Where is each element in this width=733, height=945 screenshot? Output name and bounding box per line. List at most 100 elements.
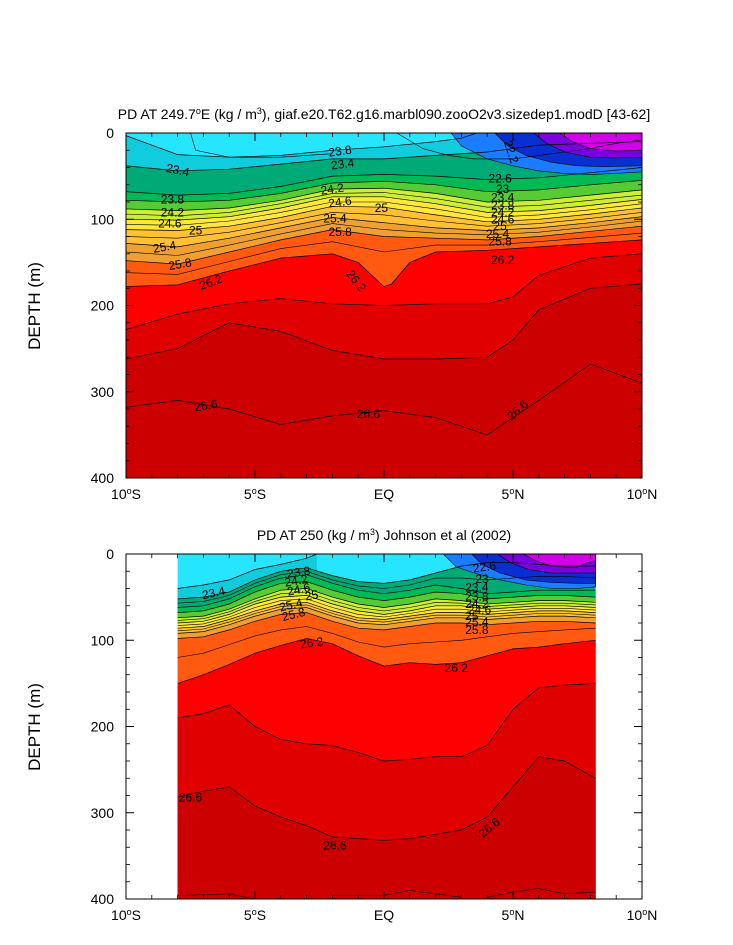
contour-label: 23.4 xyxy=(201,584,227,603)
contour-fill-band xyxy=(126,283,642,478)
contour-label: 25 xyxy=(493,219,507,233)
contour-label: 23.8 xyxy=(327,143,352,160)
y-tick-label: 0 xyxy=(106,125,114,141)
contour-fill-surface-layer xyxy=(523,554,596,569)
title-superscript: 3 xyxy=(370,527,375,537)
contour-line xyxy=(177,601,596,629)
top-y-axis-label: DEPTH (m) xyxy=(25,262,44,350)
contour-line xyxy=(487,888,596,898)
contour-line xyxy=(177,604,596,632)
contour-line xyxy=(177,570,596,604)
contour-line xyxy=(332,890,462,898)
top-axes: 10oS 5oS EQ 5oN 10oN 0 100 200 300 400 xyxy=(91,125,658,502)
contour-line xyxy=(177,595,596,624)
contour-line xyxy=(126,192,642,217)
x-tick-label: 5oN xyxy=(502,907,525,923)
contour-label: 24.2 xyxy=(465,597,489,611)
x-tick-label: 10oS xyxy=(111,907,141,923)
contour-line xyxy=(126,216,642,248)
contour-label: 23 xyxy=(496,182,510,196)
y-tick-label: 200 xyxy=(91,298,115,314)
contour-label: 25 xyxy=(189,223,203,237)
contour-label: 24.6 xyxy=(158,217,182,231)
contour-line xyxy=(177,607,596,634)
contour-line xyxy=(177,683,596,762)
contour-label: 26.6 xyxy=(323,839,347,853)
contour-label: 26.6 xyxy=(179,790,203,804)
bottom-panel-title: PD AT 250 (kg / m3) Johnson et al (2002) xyxy=(257,527,511,543)
contour-label: 22.6 xyxy=(488,172,512,186)
contour-label: 26.2 xyxy=(445,661,469,675)
top-plot-area xyxy=(126,133,642,478)
contour-label: 25.8 xyxy=(465,623,489,637)
y-tick-label: 200 xyxy=(91,719,115,735)
y-tick-label: 100 xyxy=(91,211,115,227)
contour-label: 24.2 xyxy=(161,205,185,219)
contour-line xyxy=(177,581,596,613)
bottom-contour-panel: PD AT 250 (kg / m3) Johnson et al (2002)… xyxy=(25,527,657,923)
contour-line xyxy=(177,562,596,600)
contour-label: 23.8 xyxy=(161,192,185,206)
x-tick-label: 5oN xyxy=(502,486,525,502)
contour-line xyxy=(126,141,642,172)
contour-line xyxy=(396,133,642,160)
title-text-part: E (kg / m xyxy=(201,106,257,122)
bottom-axes: 10oS 5oS EQ 5oN 10oN 0 100 200 300 400 xyxy=(91,546,658,923)
x-tick-label: 10oN xyxy=(627,907,658,923)
contour-label: 25.8 xyxy=(328,225,352,239)
contour-line xyxy=(126,232,642,275)
x-tick-label: 5oS xyxy=(244,486,266,502)
contour-label: 22.6 xyxy=(472,558,497,575)
contour-label: 25.4 xyxy=(486,227,510,241)
title-text-part: PD AT 250 (kg / m xyxy=(257,527,370,543)
contour-line xyxy=(126,239,642,287)
contour-label: 22.2 xyxy=(501,138,522,165)
contour-label: 25.8 xyxy=(488,235,512,249)
title-text-part: ), giaf.e20.T62.g16.marbl090.zooO2v3.siz… xyxy=(262,106,650,122)
contour-label: 23.4 xyxy=(165,161,191,180)
contour-line xyxy=(177,612,596,639)
contour-label: 23.4 xyxy=(330,155,355,172)
contour-label: 25.4 xyxy=(323,211,347,225)
y-tick-label: 300 xyxy=(91,384,115,400)
contour-line xyxy=(126,187,642,211)
contour-line xyxy=(126,363,642,436)
contour-label: 25.8 xyxy=(167,255,193,273)
contour-line xyxy=(177,626,596,658)
contour-line xyxy=(177,756,596,841)
contour-label: 24.2 xyxy=(320,181,345,198)
contour-line xyxy=(126,253,642,330)
contour-line xyxy=(126,225,642,265)
contour-label: 25.8 xyxy=(280,605,306,624)
contour-label: 23.8 xyxy=(465,589,489,603)
contour-label: 26.6 xyxy=(357,407,381,421)
contour-line xyxy=(126,220,642,256)
y-tick-label: 400 xyxy=(91,470,115,486)
contour-line xyxy=(177,591,596,621)
contour-label: 23 xyxy=(475,572,489,586)
contour-line xyxy=(190,133,333,158)
title-text-part: ) Johnson et al (2002) xyxy=(375,527,511,543)
bottom-y-axis-label: DEPTH (m) xyxy=(25,683,44,771)
contour-line xyxy=(177,588,596,619)
contour-label: 26.2 xyxy=(299,634,324,651)
y-tick-label: 100 xyxy=(91,632,115,648)
contour-fill-surface-layer xyxy=(558,133,642,152)
contour-label: 25.4 xyxy=(152,238,178,256)
contour-label: 23.4 xyxy=(465,581,489,595)
title-text-part: PD AT 249.7 xyxy=(118,106,196,122)
contour-line xyxy=(126,205,642,231)
contour-label: 25 xyxy=(375,201,389,215)
contour-label: 24.6 xyxy=(327,193,352,210)
contour-line xyxy=(177,554,318,589)
title-superscript: 3 xyxy=(257,106,262,116)
y-tick-label: 0 xyxy=(106,546,114,562)
contour-label: 24.2 xyxy=(283,572,309,590)
contour-line xyxy=(177,598,596,626)
contour-label: 24.6 xyxy=(286,580,312,599)
contour-label: 26.2 xyxy=(491,253,515,267)
contour-label: 26.6 xyxy=(193,397,219,415)
contour-fill-band xyxy=(177,756,596,899)
contour-line xyxy=(177,574,596,608)
